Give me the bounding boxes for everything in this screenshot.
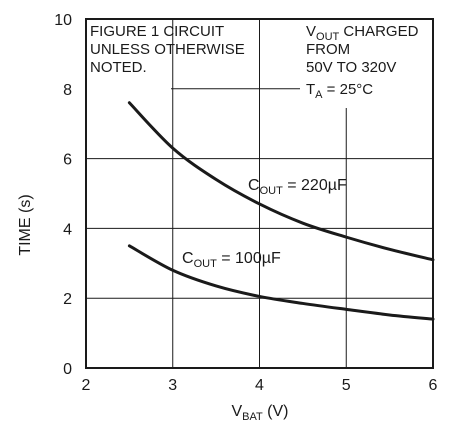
note-right-line2: FROM: [306, 41, 350, 58]
x-tick-label-2: 2: [82, 377, 91, 394]
notes-background: [87, 20, 432, 108]
y-tick-label-0: 0: [63, 361, 72, 378]
y-axis-label: TIME (s): [17, 194, 34, 255]
x-tick-label-4: 4: [255, 377, 264, 394]
series-line-1: [127, 244, 435, 321]
series-line-0: [127, 101, 435, 262]
plot-frame: [85, 18, 434, 369]
x-tick-label-3: 3: [168, 377, 177, 394]
note-right-background: [300, 20, 432, 108]
note-right: VOUT CHARGED: [306, 23, 419, 43]
y-tick-label-6: 6: [63, 152, 72, 169]
series-label-220uF: COUT = 220µF: [248, 177, 347, 197]
note-left: FIGURE 1 CIRCUIT UNLESS OTHERWISE NOTED.: [90, 23, 249, 76]
y-tick-label-10: 10: [54, 12, 72, 29]
series-group: [127, 101, 435, 321]
note-left-background: [87, 20, 171, 90]
y-tick-label-8: 8: [63, 82, 72, 99]
series-label-100uF: COUT = 100µF: [182, 250, 281, 270]
x-axis-label: VBAT (V): [231, 403, 288, 423]
y-tick-label-2: 2: [63, 291, 72, 308]
note-right-line4: TA = 25°C: [306, 81, 373, 101]
note-right-line3: 50V TO 320V: [306, 59, 396, 76]
x-tick-labels: 2 3 4 5 6: [82, 377, 438, 394]
x-tick-label-5: 5: [342, 377, 351, 394]
y-tick-labels: 0 2 4 6 8 10: [54, 12, 72, 378]
x-tick-label-6: 6: [429, 377, 438, 394]
y-tick-label-4: 4: [63, 221, 72, 238]
